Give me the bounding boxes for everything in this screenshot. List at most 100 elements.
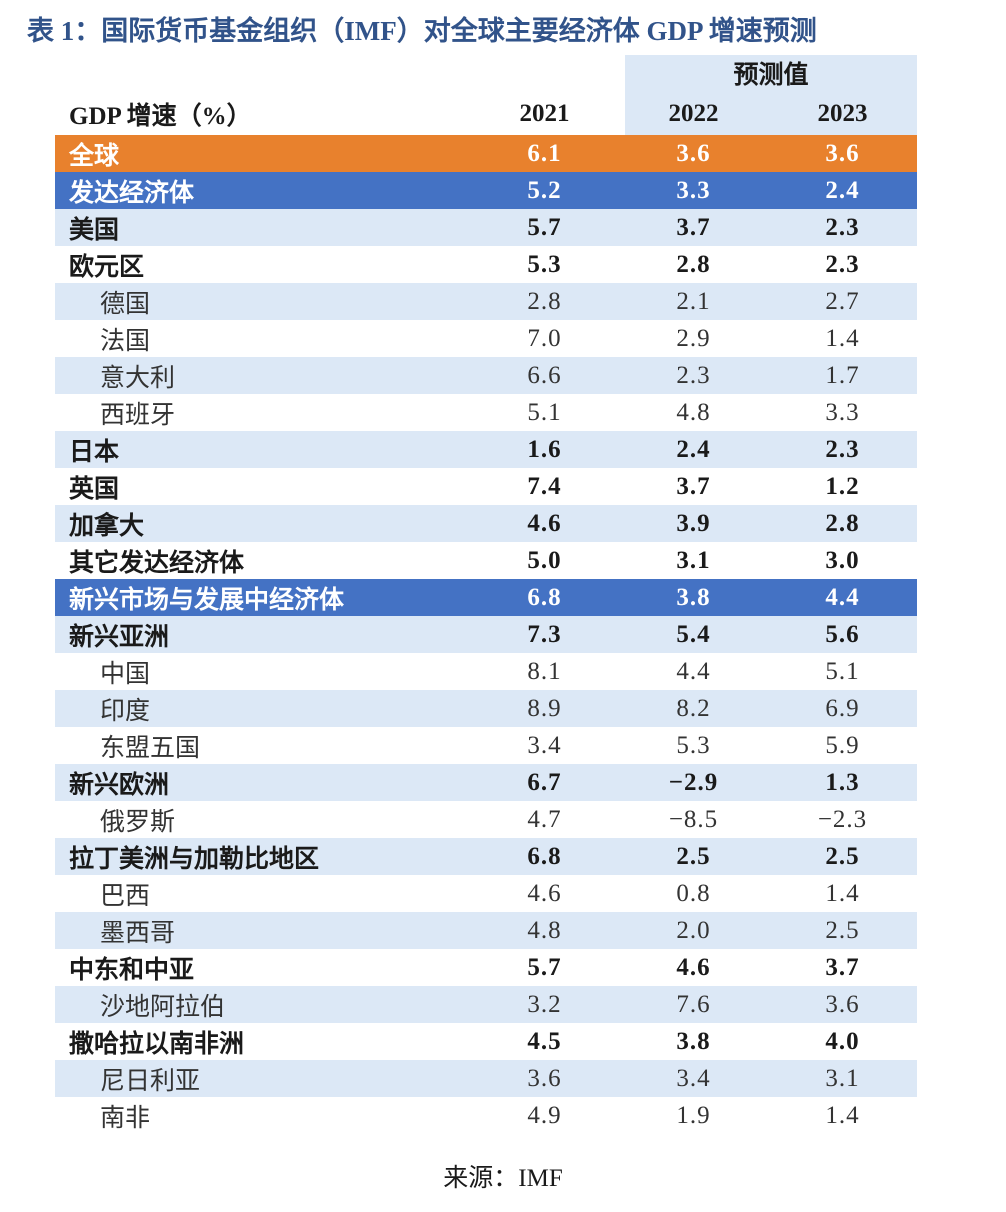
row-label: 印度: [100, 697, 151, 725]
table-row: 欧元区 5.3 2.8 2.3: [55, 246, 917, 283]
cell-2022: 2.3: [676, 361, 711, 389]
cell-2023: 2.8: [825, 509, 860, 537]
cell-2022: −2.9: [668, 768, 719, 796]
row-label: 东盟五国: [100, 734, 201, 762]
cell-2023: 1.2: [825, 472, 860, 500]
cell-2021: 1.6: [527, 435, 562, 463]
table-row: 新兴市场与发展中经济体 6.8 3.8 4.4: [55, 579, 917, 616]
cell-2022: 3.4: [676, 1064, 711, 1092]
cell-2021: 4.9: [527, 1101, 562, 1129]
cell-2023: 2.4: [825, 176, 860, 204]
row-label: 发达经济体: [69, 179, 195, 207]
row-label: 巴西: [100, 882, 151, 910]
row-label: 日本: [69, 438, 120, 466]
row-label: 俄罗斯: [100, 808, 176, 836]
row-label: 其它发达经济体: [69, 549, 245, 577]
table-row: 意大利 6.6 2.3 1.7: [55, 357, 917, 394]
cell-2021: 6.7: [527, 768, 562, 796]
table-row: 中东和中亚 5.7 4.6 3.7: [55, 949, 917, 986]
cell-2023: 3.3: [825, 398, 860, 426]
table-row: 墨西哥 4.8 2.0 2.5: [55, 912, 917, 949]
cell-2022: 3.8: [676, 1027, 711, 1055]
table-body: 全球 6.1 3.6 3.6 发达经济体 5.2 3.3 2.4 美国 5.7 3.7 2.3 欧元区 5…: [55, 135, 917, 1134]
table-row: 尼日利亚 3.6 3.4 3.1: [55, 1060, 917, 1097]
table-row: 发达经济体 5.2 3.3 2.4: [55, 172, 917, 209]
row-label: 撒哈拉以南非洲: [69, 1030, 245, 1058]
row-label: 西班牙: [100, 401, 176, 429]
cell-2023: 3.7: [825, 953, 860, 981]
cell-2023: 3.6: [825, 990, 860, 1018]
row-label: 中国: [100, 660, 151, 688]
cell-2022: 7.6: [676, 990, 711, 1018]
cell-2023: 2.3: [825, 213, 860, 241]
source-note: 来源：IMF: [443, 1165, 563, 1192]
cell-2021: 7.4: [527, 472, 562, 500]
cell-2023: 1.7: [825, 361, 860, 389]
cell-2022: 5.4: [676, 620, 711, 648]
cell-2021: 3.2: [527, 990, 562, 1018]
row-label: 沙地阿拉伯: [100, 993, 226, 1021]
table-row: 全球 6.1 3.6 3.6: [55, 135, 917, 172]
cell-2023: 1.4: [825, 879, 860, 907]
cell-2023: 3.6: [825, 139, 860, 167]
row-label: 墨西哥: [100, 919, 176, 947]
cell-2022: 1.9: [676, 1101, 711, 1129]
cell-2021: 3.6: [527, 1064, 562, 1092]
cell-2023: 1.4: [825, 324, 860, 352]
table-row: 巴西 4.6 0.8 1.4: [55, 875, 917, 912]
header-cell-2023: 2023: [817, 100, 868, 127]
table-row: 中国 8.1 4.4 5.1: [55, 653, 917, 690]
row-label: 中东和中亚: [69, 956, 195, 984]
cell-2022: 2.0: [676, 916, 711, 944]
table-row: 拉丁美洲与加勒比地区 6.8 2.5 2.5: [55, 838, 917, 875]
cell-2023: 4.4: [825, 583, 860, 611]
gdp-forecast-table: 预测值 GDP 增速（%） 2021 2022 2023 全球 6.1 3.6 3.6…: [55, 55, 917, 1134]
table-row: 沙地阿拉伯 3.2 7.6 3.6: [55, 986, 917, 1023]
cell-2021: 2.8: [527, 287, 562, 315]
cell-2021: 4.8: [527, 916, 562, 944]
row-label: 美国: [69, 216, 120, 244]
cell-2023: 5.9: [825, 731, 860, 759]
cell-2022: 2.4: [676, 435, 711, 463]
cell-2021: 4.6: [527, 509, 562, 537]
cell-2021: 5.7: [527, 213, 562, 241]
cell-2023: 3.0: [825, 546, 860, 574]
cell-2021: 5.0: [527, 546, 562, 574]
cell-2022: 4.6: [676, 953, 711, 981]
cell-2022: 2.9: [676, 324, 711, 352]
cell-2023: 2.7: [825, 287, 860, 315]
cell-2022: 3.7: [676, 213, 711, 241]
table-row: 印度 8.9 8.2 6.9: [55, 690, 917, 727]
cell-2022: 3.9: [676, 509, 711, 537]
cell-2021: 8.9: [527, 694, 562, 722]
table-row: 新兴欧洲 6.7 −2.9 1.3: [55, 764, 917, 801]
cell-2021: 3.4: [527, 731, 562, 759]
cell-2022: 8.2: [676, 694, 711, 722]
table-row: 美国 5.7 3.7 2.3: [55, 209, 917, 246]
row-label: 尼日利亚: [100, 1067, 201, 1095]
header-cell-2022: 2022: [668, 100, 719, 127]
row-label: 法国: [100, 327, 151, 355]
cell-2023: 1.3: [825, 768, 860, 796]
table-row: 日本 1.6 2.4 2.3: [55, 431, 917, 468]
row-label: 拉丁美洲与加勒比地区: [69, 845, 320, 873]
cell-2023: 5.6: [825, 620, 860, 648]
table-row: 新兴亚洲 7.3 5.4 5.6: [55, 616, 917, 653]
forecast-group-header: 预测值: [733, 62, 809, 89]
row-label: 欧元区: [69, 253, 145, 281]
cell-2021: 5.2: [527, 176, 562, 204]
table-row: 西班牙 5.1 4.8 3.3: [55, 394, 917, 431]
cell-2021: 7.3: [527, 620, 562, 648]
table-row: 撒哈拉以南非洲 4.5 3.8 4.0: [55, 1023, 917, 1060]
cell-2023: 2.3: [825, 250, 860, 278]
cell-2021: 5.7: [527, 953, 562, 981]
cell-2021: 7.0: [527, 324, 562, 352]
page-title: 表 1：国际货币基金组织（IMF）对全球主要经济体 GDP 增速预测: [27, 16, 817, 46]
cell-2021: 6.6: [527, 361, 562, 389]
row-label: 意大利: [100, 364, 176, 392]
cell-2022: 4.4: [676, 657, 711, 685]
row-label: 新兴欧洲: [69, 771, 170, 799]
header-cell-label: GDP 增速（%）: [69, 103, 252, 130]
row-label: 加拿大: [69, 512, 145, 540]
row-label: 新兴市场与发展中经济体: [69, 586, 345, 614]
